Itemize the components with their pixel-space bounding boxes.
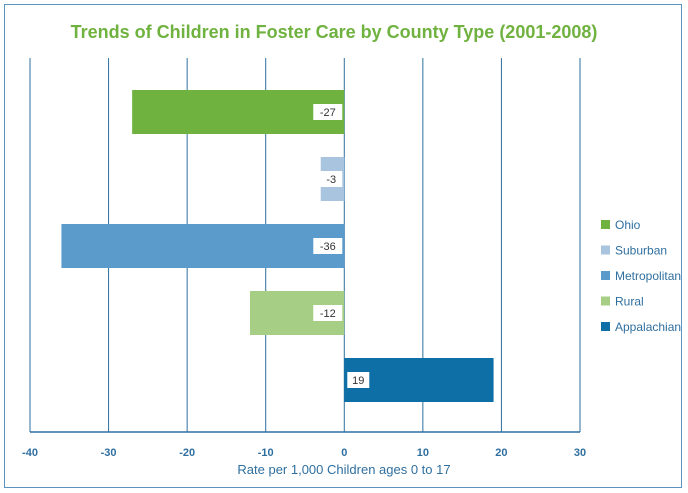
x-tick-label: -40 <box>22 447 38 459</box>
chart-title: Trends of Children in Foster Care by Cou… <box>70 22 598 42</box>
legend-swatch-appalachian <box>601 322 610 331</box>
data-label: -12 <box>320 308 336 320</box>
data-label-box <box>347 372 370 388</box>
legend-swatch-ohio <box>601 220 610 229</box>
x-tick-label: 30 <box>574 447 586 459</box>
bar-metropolitan <box>61 224 345 268</box>
legend-label-metropolitan: Metropolitan <box>615 269 681 283</box>
data-label: -36 <box>320 241 336 253</box>
x-tick-label: 20 <box>495 447 507 459</box>
x-tick-label: -10 <box>258 447 274 459</box>
x-axis-label: Rate per 1,000 Children ages 0 to 17 <box>237 462 451 477</box>
legend-swatch-metropolitan <box>601 271 610 280</box>
data-label-box <box>313 238 343 254</box>
data-label: -27 <box>320 107 336 119</box>
legend-label-ohio: Ohio <box>615 218 641 232</box>
data-label-box <box>320 171 343 187</box>
data-label-box <box>313 305 343 321</box>
bar-ohio <box>132 90 345 134</box>
x-tick-label: -30 <box>101 447 117 459</box>
data-label-box <box>313 104 343 120</box>
x-tick-label: 10 <box>417 447 429 459</box>
legend-label-rural: Rural <box>615 295 644 309</box>
legend-swatch-suburban <box>601 245 610 255</box>
x-tick-label: -20 <box>179 447 195 459</box>
data-label: -3 <box>326 174 336 186</box>
legend-label-appalachian: Appalachian <box>615 320 681 334</box>
legend-label-suburban: Suburban <box>615 244 667 258</box>
data-label: 19 <box>352 375 364 387</box>
legend-swatch-rural <box>601 296 610 306</box>
x-tick-label: 0 <box>341 447 347 459</box>
